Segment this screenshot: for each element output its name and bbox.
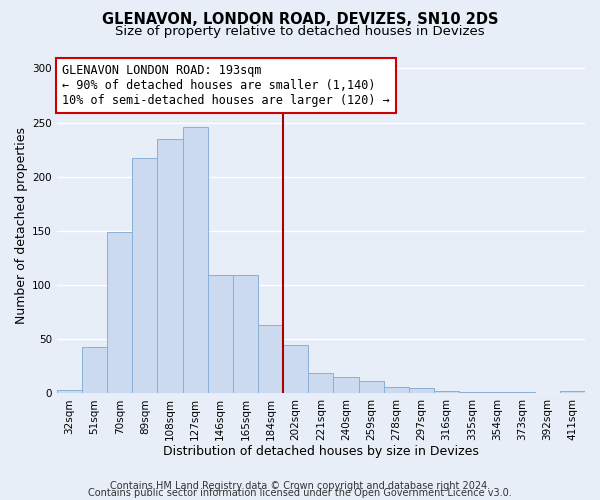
Bar [258, 325, 283, 394]
Bar [334, 377, 359, 394]
Bar [57, 390, 82, 394]
Bar [308, 373, 334, 394]
Bar [409, 388, 434, 394]
Bar [82, 347, 107, 394]
Bar [283, 344, 308, 394]
Bar [132, 158, 157, 394]
Bar [384, 387, 409, 394]
Bar [560, 391, 585, 394]
Bar [208, 276, 233, 394]
X-axis label: Distribution of detached houses by size in Devizes: Distribution of detached houses by size … [163, 444, 479, 458]
Bar [157, 139, 182, 394]
Text: GLENAVON LONDON ROAD: 193sqm
← 90% of detached houses are smaller (1,140)
10% of: GLENAVON LONDON ROAD: 193sqm ← 90% of de… [62, 64, 390, 107]
Bar [484, 392, 509, 394]
Text: GLENAVON, LONDON ROAD, DEVIZES, SN10 2DS: GLENAVON, LONDON ROAD, DEVIZES, SN10 2DS [102, 12, 498, 28]
Bar [182, 127, 208, 394]
Bar [107, 232, 132, 394]
Y-axis label: Number of detached properties: Number of detached properties [15, 127, 28, 324]
Text: Contains public sector information licensed under the Open Government Licence v3: Contains public sector information licen… [88, 488, 512, 498]
Bar [509, 392, 535, 394]
Bar [359, 382, 384, 394]
Bar [434, 391, 459, 394]
Bar [459, 392, 484, 394]
Text: Size of property relative to detached houses in Devizes: Size of property relative to detached ho… [115, 25, 485, 38]
Text: Contains HM Land Registry data © Crown copyright and database right 2024.: Contains HM Land Registry data © Crown c… [110, 481, 490, 491]
Bar [233, 276, 258, 394]
